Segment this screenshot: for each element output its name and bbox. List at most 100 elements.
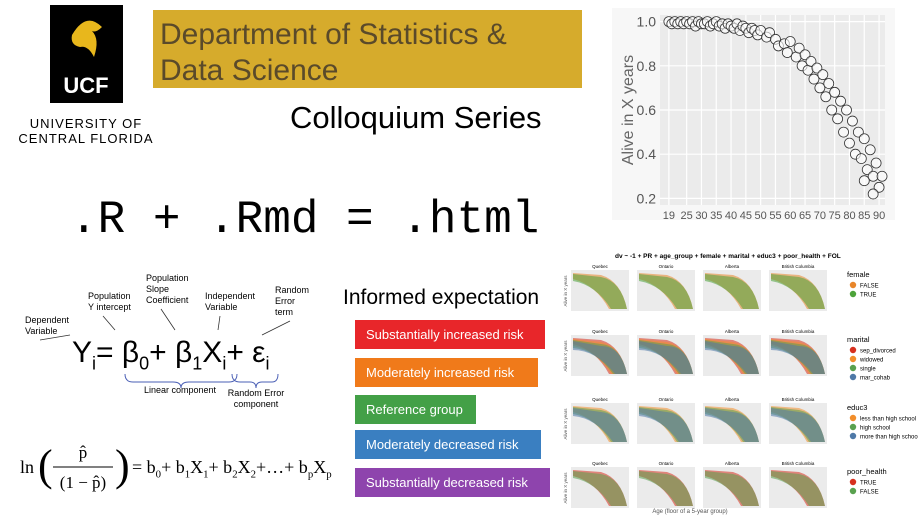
- facet-label: Quebec: [592, 264, 609, 269]
- logo-text: UNIVERSITY OF: [30, 116, 142, 131]
- annotation: Error: [275, 296, 295, 306]
- x-tick-label: 35: [710, 210, 722, 222]
- facet-label: British Columbia: [782, 329, 815, 334]
- facet-ylabel: Alive in X years: [563, 275, 568, 307]
- annotation: Coefficient: [146, 295, 189, 305]
- equation-part: + ε: [226, 336, 265, 369]
- header-title: Data Science: [160, 54, 338, 87]
- point-cloud: [573, 274, 627, 309]
- equation-part: 0: [156, 469, 161, 481]
- facet-label: Quebec: [592, 397, 609, 402]
- annotation: term: [275, 307, 293, 317]
- x-tick-label: 70: [814, 210, 826, 222]
- point-cloud: [771, 408, 825, 442]
- annotation: Population: [146, 273, 189, 283]
- legend-label: FALSE: [860, 490, 879, 496]
- legend-swatch: [849, 478, 857, 486]
- legend-label: TRUE: [860, 293, 876, 299]
- equation-part: 1: [185, 469, 190, 481]
- y-axis-label: Alive in X years: [620, 55, 637, 165]
- facet-ylabel: Alive in X years: [563, 472, 568, 504]
- facet-ylabel: Alive in X years: [563, 340, 568, 372]
- point-cloud: [573, 341, 627, 374]
- facet-label: Quebec: [592, 329, 609, 334]
- point: [817, 69, 829, 81]
- x-tick-label: 45: [740, 210, 752, 222]
- legend-label: mar_cohab: [860, 376, 891, 382]
- legend-swatch: [849, 355, 857, 363]
- point: [876, 170, 888, 182]
- legend-label: less than high school: [860, 417, 916, 423]
- facet-label: Ontario: [659, 329, 674, 334]
- equation-part: 2: [232, 469, 237, 481]
- point: [781, 47, 793, 58]
- arrow: [160, 308, 176, 331]
- risk-label: Moderately increased risk: [366, 365, 515, 380]
- equation-part: 2: [251, 469, 256, 481]
- label: Random Error: [228, 388, 285, 398]
- equation-part: ln: [20, 457, 34, 477]
- annotation: Independent: [205, 291, 256, 301]
- point: [820, 91, 832, 103]
- equation-part: (: [38, 441, 53, 490]
- annotation: Population: [88, 291, 131, 301]
- facet-title: dv ~ -1 + PR + age_group + female + mari…: [615, 253, 841, 260]
- facet-label: British Columbia: [782, 397, 815, 402]
- arrow: [217, 315, 221, 331]
- point-cloud: [705, 408, 759, 442]
- facet-label: British Columbia: [782, 264, 815, 269]
- point: [858, 133, 870, 145]
- equation-part: = β: [96, 336, 139, 369]
- x-tick-label: 25: [681, 210, 693, 222]
- facet-label: Quebec: [592, 461, 609, 466]
- brace: [231, 373, 279, 389]
- subtitle: Colloquium Series: [290, 100, 542, 135]
- legend-swatch: [849, 290, 857, 298]
- annotation: Slope: [146, 284, 169, 294]
- brace: [124, 373, 238, 389]
- risk-label: Substantially increased risk: [366, 327, 524, 342]
- point: [832, 113, 844, 125]
- banner: [153, 10, 582, 88]
- facet-ylabel: Alive in X years: [563, 408, 568, 440]
- equation-part: i: [222, 354, 226, 374]
- point: [847, 115, 858, 127]
- legend-label: high school: [860, 426, 890, 432]
- legend-swatch: [849, 281, 857, 289]
- legend-label: FALSE: [860, 284, 879, 290]
- code-line: .R + .Rmd = .html: [70, 194, 539, 246]
- legend-label: widowed: [859, 358, 883, 364]
- equation-part: i: [266, 354, 270, 374]
- point-cloud: [573, 471, 627, 506]
- risk-box: [355, 358, 538, 387]
- facet-label: Ontario: [659, 397, 674, 402]
- point-cloud: [705, 341, 759, 374]
- legend-swatch: [849, 432, 857, 440]
- label: component: [234, 399, 279, 409]
- equation-part: p̂: [79, 443, 88, 462]
- logo-text: CENTRAL FLORIDA: [18, 131, 153, 146]
- point: [784, 36, 796, 47]
- x-tick-label: 40: [725, 210, 737, 222]
- risk-title: Informed expectation: [343, 286, 539, 309]
- point: [867, 188, 879, 200]
- point: [838, 126, 849, 138]
- y-tick-label: 0.4: [637, 146, 657, 162]
- x-tick-label: 50: [755, 210, 767, 222]
- point: [829, 86, 841, 98]
- point: [823, 78, 835, 89]
- facet-label: British Columbia: [782, 461, 815, 466]
- equation-part: +…+ b: [256, 457, 308, 477]
- legend-swatch: [849, 414, 857, 422]
- annotation: Dependent: [25, 315, 70, 325]
- x-tick-label: 80: [843, 210, 855, 222]
- point: [844, 137, 855, 149]
- y-tick-label: 1.0: [637, 14, 657, 30]
- legend-title: educ3: [847, 403, 867, 412]
- point-cloud: [639, 408, 693, 442]
- x-tick-label: 75: [829, 210, 841, 222]
- equation-part: i: [92, 354, 96, 374]
- point: [841, 104, 852, 116]
- risk-box: [355, 320, 545, 349]
